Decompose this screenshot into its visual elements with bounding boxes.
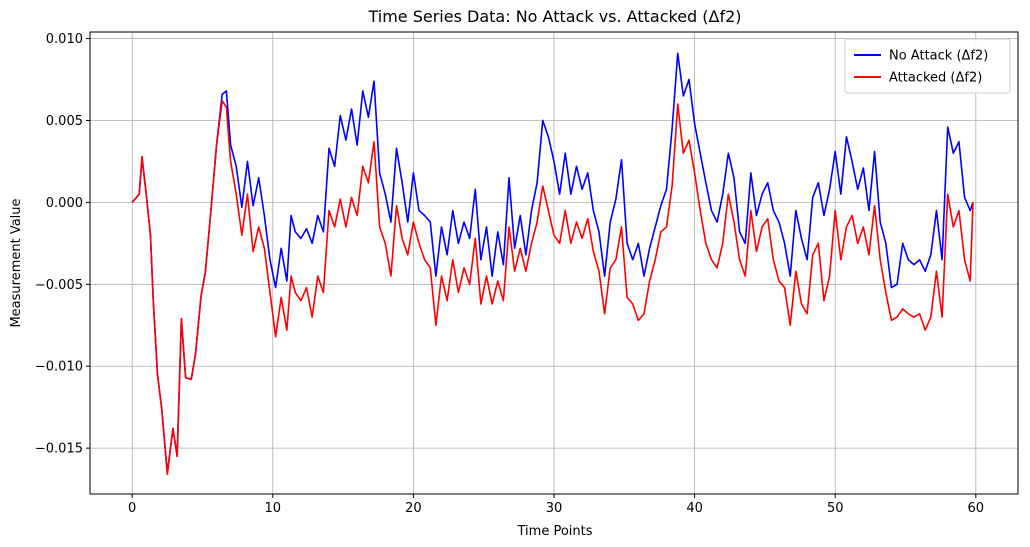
grid [90,32,1018,494]
legend-box [844,38,1011,94]
x-tick-label: 30 [546,501,563,516]
series-group [131,52,974,476]
y-tick-label: 0.005 [46,114,83,129]
x-axis-title: Time Points [517,524,593,539]
x-tick-label: 0 [128,501,136,516]
y-tick-label: −0.010 [35,360,83,375]
legend-label: No Attack (Δf2) [889,49,988,64]
y-tick-label: 0.010 [46,32,83,47]
x-axis: 0 10 20 30 40 50 60 [128,494,984,516]
x-tick-label: 20 [405,501,422,516]
y-axis-title: Measurement Value [9,198,24,327]
y-axis: −0.015 −0.010 −0.005 0.000 0.005 0.010 [35,32,90,457]
legend-label: Attacked (Δf2) [889,71,982,86]
chart-title: Time Series Data: No Attack vs. Attacked… [367,7,741,26]
y-tick-label: −0.005 [35,278,83,293]
x-tick-label: 60 [968,501,985,516]
series-line-0 [131,52,974,474]
x-tick-label: 40 [686,501,703,516]
legend: No Attack (Δf2) Attacked (Δf2) [844,38,1011,94]
x-tick-label: 50 [827,501,844,516]
y-tick-label: 0.000 [46,196,83,211]
x-tick-label: 10 [265,501,282,516]
y-tick-label: −0.015 [35,442,83,457]
series-line-1 [131,100,974,476]
